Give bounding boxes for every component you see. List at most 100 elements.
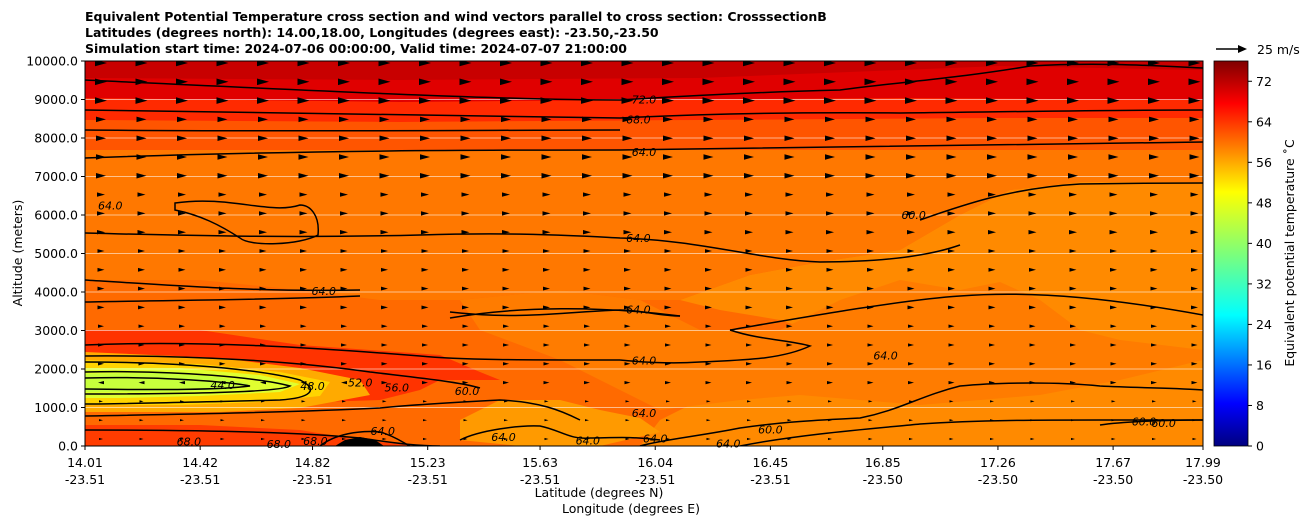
wind-arrow-icon <box>219 286 226 291</box>
x-tick-label-lon: -23.50 <box>1183 472 1223 487</box>
wind-arrow-icon <box>663 135 673 141</box>
wind-arrow-icon <box>459 97 472 104</box>
wind-arrow-icon <box>504 400 508 403</box>
wind-arrow-icon <box>787 437 792 441</box>
wind-arrow-icon <box>867 343 874 347</box>
x-tick-label-lon: -23.50 <box>978 472 1018 487</box>
wind-arrow-icon <box>463 419 468 422</box>
wind-arrow-icon <box>340 192 348 197</box>
wind-arrow-icon <box>423 400 427 403</box>
wind-arrow-icon <box>866 192 875 197</box>
wind-arrow-icon <box>624 362 631 366</box>
wind-arrow-icon <box>1148 78 1160 86</box>
wind-arrow-icon <box>501 154 511 160</box>
wind-arrow-icon <box>665 343 671 347</box>
wind-arrow-icon <box>540 97 553 104</box>
wind-arrow-icon <box>504 437 508 441</box>
wind-arrow-icon <box>98 362 104 366</box>
wind-arrow-icon <box>462 343 469 347</box>
wind-arrow-icon <box>787 400 792 403</box>
x-tick-label-lon: -23.51 <box>408 472 448 487</box>
y-tick-label: 5000.0 <box>34 246 78 261</box>
wind-arrow-icon <box>825 116 835 123</box>
wind-arrow-icon <box>706 419 711 422</box>
wind-arrow-icon <box>784 154 795 160</box>
wind-arrow-icon <box>1030 437 1035 441</box>
wind-arrow-icon <box>261 419 265 422</box>
wind-arrow-icon <box>422 324 428 328</box>
wind-arrow-icon <box>218 211 227 216</box>
wind-arrow-icon <box>624 305 631 310</box>
wind-arrow-icon <box>623 192 632 197</box>
wind-arrow-icon <box>825 173 835 179</box>
wind-arrow-icon <box>666 400 670 403</box>
wind-arrow-icon <box>1030 419 1035 422</box>
wind-arrow-icon <box>219 343 226 347</box>
wind-arrow-icon <box>137 230 146 235</box>
chart-title-line-3: Simulation start time: 2024-07-06 00:00:… <box>85 41 627 56</box>
wind-arrow-icon <box>746 343 752 347</box>
wind-arrow-icon <box>584 324 590 328</box>
quiver-key: 25 m/s <box>1216 42 1300 57</box>
wind-arrow-icon <box>867 267 874 272</box>
wind-arrow-icon <box>623 230 632 235</box>
wind-arrow-icon <box>382 437 387 441</box>
wind-arrow-icon <box>945 78 958 86</box>
wind-arrow-icon <box>826 286 834 291</box>
wind-arrow-icon <box>824 61 836 67</box>
wind-arrow-icon <box>786 305 793 310</box>
y-tick-label: 10000.0 <box>26 54 78 69</box>
wind-arrow-icon <box>257 78 269 86</box>
wind-arrow-icon <box>421 230 429 235</box>
wind-arrow-icon <box>461 192 470 197</box>
wind-arrow-icon <box>1188 61 1201 67</box>
wind-arrow-icon <box>705 286 712 291</box>
wind-arrow-icon <box>178 211 186 216</box>
wind-arrow-icon <box>946 116 957 123</box>
wind-arrow-icon <box>826 267 834 272</box>
wind-arrow-icon <box>784 135 795 141</box>
wind-arrow-icon <box>1068 116 1078 123</box>
wind-arrow-icon <box>705 380 712 385</box>
wind-arrow-icon <box>743 97 755 104</box>
wind-arrow-icon <box>1067 97 1079 104</box>
wind-arrow-icon <box>259 267 267 272</box>
wind-arrow-icon <box>663 116 673 123</box>
wind-arrow-icon <box>300 324 307 328</box>
wind-arrow-icon <box>462 286 469 291</box>
wind-arrow-icon <box>176 97 188 104</box>
wind-arrow-icon <box>745 211 753 216</box>
wind-arrow-icon <box>865 135 876 141</box>
wind-arrow-icon <box>217 173 228 179</box>
wind-arrow-icon <box>704 192 713 197</box>
wind-arrow-icon <box>135 78 148 86</box>
wind-arrow-icon <box>97 286 105 291</box>
wind-arrow-icon <box>1070 324 1076 328</box>
wind-arrow-icon <box>624 267 631 272</box>
wind-arrow-icon <box>423 437 427 441</box>
wind-arrow-icon <box>462 380 469 385</box>
wind-arrow-icon <box>1070 362 1076 366</box>
wind-arrow-icon <box>990 419 994 422</box>
contour-lines <box>85 63 1203 446</box>
wind-arrow-icon <box>421 286 429 291</box>
wind-arrow-icon <box>1152 419 1156 422</box>
wind-arrow-icon <box>866 211 875 216</box>
wind-arrow-icon <box>1027 116 1038 123</box>
wind-arrow-icon <box>1069 249 1077 253</box>
wind-arrow-icon <box>662 97 674 104</box>
wind-arrow-icon <box>460 116 471 123</box>
wind-arrow-icon <box>906 135 916 141</box>
wind-arrow-icon <box>1067 78 1079 86</box>
wind-arrow-icon <box>1030 400 1035 403</box>
wind-arrow-icon <box>745 267 753 272</box>
wind-arrow-icon <box>947 211 956 216</box>
wind-arrow-icon <box>339 116 349 123</box>
wind-arrow-icon <box>705 249 712 253</box>
wind-arrow-icon <box>948 380 955 385</box>
wind-arrow-icon <box>584 362 590 366</box>
colorbar-tick-label: 64 <box>1256 114 1272 129</box>
wind-arrow-icon <box>664 286 672 291</box>
wind-arrow-icon <box>419 61 431 67</box>
wind-arrow-icon <box>1068 135 1078 141</box>
